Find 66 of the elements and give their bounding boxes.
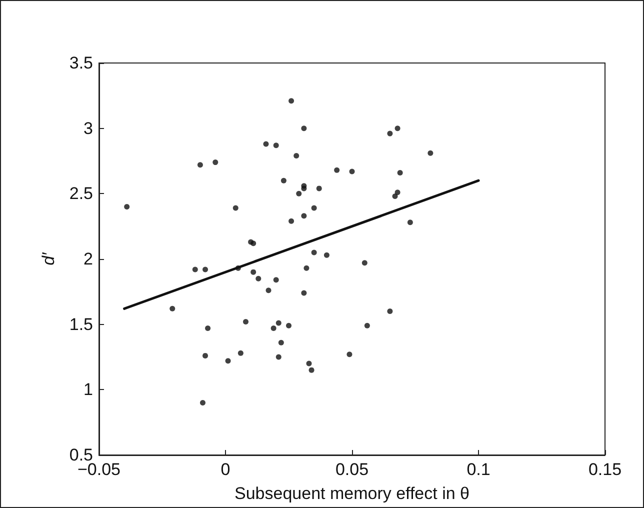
point: [197, 162, 203, 168]
point: [294, 153, 300, 159]
point: [288, 218, 294, 224]
point: [296, 190, 302, 196]
point: [276, 354, 282, 360]
point: [407, 220, 413, 226]
point: [192, 266, 198, 272]
point: [306, 360, 312, 366]
point: [256, 276, 262, 282]
y-tick-label: 3: [84, 118, 93, 138]
point: [242, 318, 248, 324]
point: [392, 194, 398, 200]
point: [273, 277, 279, 283]
point: [394, 190, 400, 196]
point: [387, 308, 393, 314]
point: [170, 306, 176, 312]
x-tick-label: 0.1: [466, 460, 490, 479]
point: [301, 126, 307, 132]
point: [288, 98, 294, 104]
point: [394, 126, 400, 132]
y-tick-label: 1.5: [69, 314, 93, 334]
point: [304, 265, 310, 271]
point: [286, 322, 292, 328]
point: [316, 186, 322, 192]
point: [202, 352, 208, 358]
point: [263, 141, 269, 147]
y-tick-label: 2.5: [69, 184, 93, 204]
point: [324, 252, 330, 258]
point: [364, 322, 370, 328]
point: [232, 205, 238, 211]
point: [270, 326, 276, 331]
point: [311, 250, 317, 256]
point: [205, 326, 211, 331]
point: [280, 178, 286, 184]
x-tick-label: 0: [220, 460, 230, 479]
point: [301, 213, 307, 219]
y-axis-title: d′: [39, 252, 58, 266]
point: [301, 290, 307, 296]
point: [200, 400, 206, 406]
point: [225, 358, 231, 364]
point: [301, 186, 307, 192]
point: [250, 269, 256, 275]
x-tick-label: 0.05: [335, 460, 369, 479]
point: [428, 150, 434, 156]
y-tick-label: 2: [84, 250, 93, 268]
point: [334, 167, 340, 173]
point: [212, 160, 218, 166]
point: [273, 142, 279, 148]
point: [349, 168, 355, 174]
point: [250, 240, 256, 246]
point: [238, 350, 244, 356]
y-tick-label: 1: [84, 380, 93, 400]
y-tick-label: 3.5: [69, 54, 93, 72]
point: [276, 320, 282, 326]
point: [346, 352, 352, 358]
point: [397, 170, 403, 176]
point: [308, 367, 314, 373]
point: [266, 288, 272, 294]
point: [124, 204, 130, 210]
x-axis-title: Subsequent memory effect in θ: [234, 484, 470, 503]
x-tick-label: 0.15: [588, 460, 622, 479]
point: [311, 205, 317, 211]
point: [202, 266, 208, 272]
point: [387, 130, 393, 136]
point: [278, 340, 284, 346]
point: [362, 260, 368, 266]
